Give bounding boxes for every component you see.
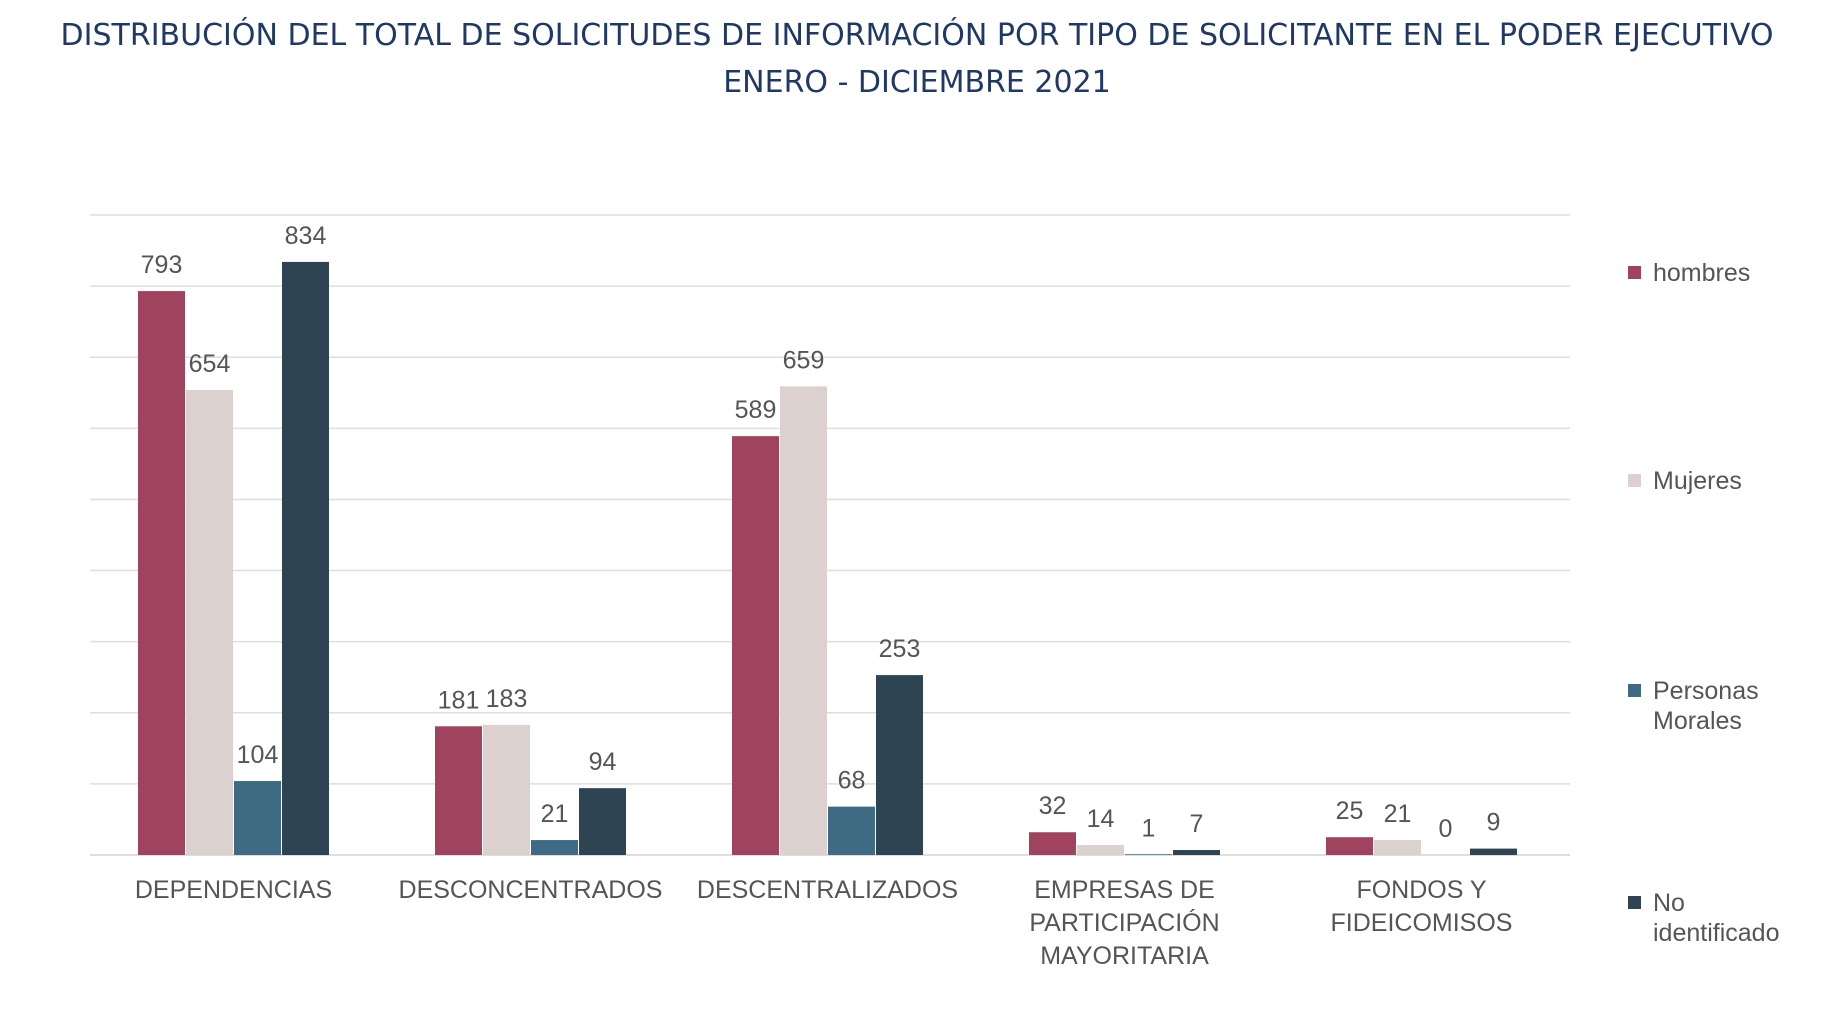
- legend-item-mujeres: Mujeres: [1628, 466, 1813, 496]
- legend-item-no-identificado: No identificado: [1628, 888, 1813, 948]
- legend-swatch: [1628, 266, 1641, 279]
- bar-hombres: [138, 291, 185, 856]
- bar-hombres: [1326, 837, 1373, 855]
- data-label-personas-morales: 21: [541, 800, 569, 828]
- data-label-no-identificado: 7: [1190, 810, 1204, 838]
- bar-mujeres: [483, 724, 530, 855]
- gridlines: [90, 214, 1570, 856]
- bar-no-identificado: [1470, 848, 1517, 855]
- bar-personas-morales: [531, 840, 578, 855]
- bar-mujeres: [780, 386, 827, 855]
- data-label-mujeres: 21: [1384, 800, 1412, 828]
- data-label-mujeres: 654: [189, 350, 231, 378]
- bar-mujeres: [1374, 840, 1421, 855]
- bar-personas-morales: [828, 806, 875, 855]
- legend-swatch: [1628, 684, 1641, 697]
- bar-hombres: [435, 726, 482, 855]
- data-label-mujeres: 183: [486, 685, 528, 713]
- bar-hombres: [732, 436, 779, 855]
- legend-label: No identificado: [1653, 889, 1780, 947]
- bar-mujeres: [186, 389, 233, 855]
- data-label-no-identificado: 94: [589, 748, 617, 776]
- bar-personas-morales: [1125, 854, 1172, 855]
- data-label-hombres: 181: [438, 686, 480, 714]
- bar-personas-morales: [234, 781, 281, 855]
- category-label: MAYORITARIA: [1040, 942, 1209, 970]
- category-label: DESCONCENTRADOS: [399, 876, 663, 904]
- bar-no-identificado: [876, 675, 923, 855]
- data-label-no-identificado: 9: [1487, 809, 1501, 837]
- data-label-hombres: 793: [141, 251, 183, 279]
- chart-title: DISTRIBUCIÓN DEL TOTAL DE SOLICITUDES DE…: [0, 12, 1834, 106]
- chart-title-line-1: DISTRIBUCIÓN DEL TOTAL DE SOLICITUDES DE…: [60, 18, 1774, 53]
- legend-item-personas-morales: Personas Morales: [1628, 676, 1813, 736]
- data-label-personas-morales: 104: [237, 741, 279, 769]
- data-label-personas-morales: 0: [1439, 815, 1453, 843]
- bar-mujeres: [1077, 845, 1124, 855]
- category-label: FONDOS Y: [1356, 876, 1486, 904]
- bar-hombres: [1029, 832, 1076, 855]
- bar-no-identificado: [579, 788, 626, 855]
- category-label: DESCENTRALIZADOS: [697, 876, 958, 904]
- legend-item-hombres: hombres: [1628, 258, 1813, 288]
- chart-legend: hombres Mujeres Personas Morales No identific…: [1628, 0, 1828, 1011]
- data-label-hombres: 589: [735, 396, 777, 424]
- data-label-hombres: 32: [1039, 792, 1067, 820]
- bar-no-identificado: [1173, 850, 1220, 855]
- legend-label: Mujeres: [1653, 467, 1742, 495]
- data-label-mujeres: 14: [1087, 805, 1115, 833]
- chart-title-line-2: ENERO - DICIEMBRE 2021: [723, 65, 1111, 100]
- legend-label: Personas Morales: [1653, 677, 1759, 735]
- legend-swatch: [1628, 474, 1641, 487]
- bar-no-identificado: [282, 261, 329, 855]
- category-label: PARTICIPACIÓN: [1029, 908, 1219, 937]
- category-label: FIDEICOMISOS: [1331, 909, 1513, 937]
- data-label-hombres: 25: [1336, 797, 1364, 825]
- legend-swatch: [1628, 896, 1641, 909]
- category-label: DEPENDENCIAS: [135, 876, 332, 904]
- data-label-no-identificado: 834: [285, 222, 327, 250]
- data-label-personas-morales: 68: [838, 767, 866, 795]
- data-label-mujeres: 659: [783, 346, 825, 374]
- data-label-personas-morales: 1: [1142, 814, 1156, 842]
- category-label: EMPRESAS DE: [1034, 876, 1215, 904]
- data-label-no-identificado: 253: [879, 635, 921, 663]
- legend-label: hombres: [1653, 259, 1751, 287]
